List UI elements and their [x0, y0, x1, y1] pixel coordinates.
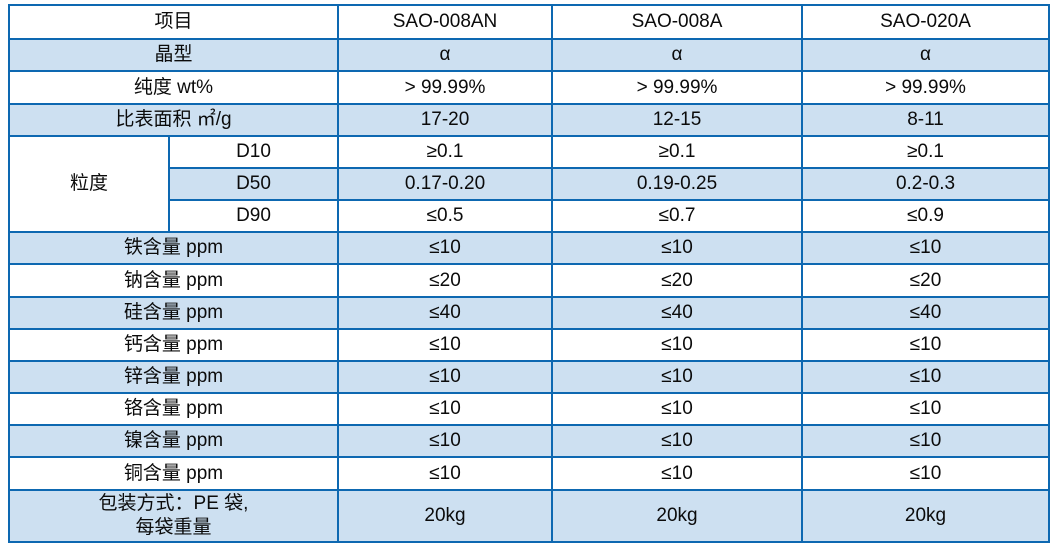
row-label: 比表面积 ㎡/g [7, 102, 340, 137]
cell-value: 12-15 [551, 102, 804, 137]
cell-value: ≤10 [337, 231, 554, 266]
cell-value: ≤10 [337, 392, 554, 427]
cell-value: ≤10 [551, 424, 804, 459]
cell-value: ≤10 [801, 231, 1051, 266]
cell-value: ≥0.1 [337, 134, 554, 169]
packaging-label-line2: 每袋重量 [135, 516, 212, 538]
cell-value: ≤10 [801, 327, 1051, 362]
cell-value: ≤10 [337, 424, 554, 459]
cell-value: ≤10 [551, 327, 804, 362]
header-product-sao-008a: SAO-008A [551, 3, 804, 41]
row-sublabel-d50: D50 [167, 166, 340, 202]
cell-value: α [801, 38, 1051, 73]
row-specific-surface-area: 比表面积 ㎡/g 17-20 12-15 8-11 [7, 102, 1051, 137]
cell-value: ≤10 [801, 392, 1051, 427]
row-sublabel-d90: D90 [167, 199, 340, 234]
cell-value: 17-20 [337, 102, 554, 137]
cell-value: α [337, 38, 554, 73]
row-particle-size-d10: 粒度 D10 ≥0.1 ≥0.1 ≥0.1 [8, 134, 1051, 234]
cell-value: ≤40 [337, 295, 554, 330]
cell-value: > 99.99% [337, 70, 554, 105]
row-zinc-content: 锌含量 ppm ≤10 ≤10 ≤10 [7, 359, 1051, 395]
cell-value: > 99.99% [551, 70, 804, 105]
header-item-label: 项目 [7, 3, 340, 41]
row-particle-size-d50: D50 0.17-0.20 0.19-0.25 0.2-0.3 [9, 166, 1051, 202]
cell-value: ≤0.7 [551, 199, 804, 234]
cell-value: ≤10 [551, 359, 804, 395]
cell-value: ≤10 [801, 424, 1051, 459]
row-label: 铜含量 ppm [7, 456, 340, 491]
cell-value: ≤10 [551, 392, 804, 427]
cell-value: 0.2-0.3 [801, 166, 1051, 202]
row-label: 铬含量 ppm [7, 392, 340, 427]
cell-value: ≤20 [551, 263, 804, 298]
cell-value: 20kg [801, 488, 1051, 544]
row-label: 铁含量 ppm [7, 231, 340, 266]
row-label: 锌含量 ppm [7, 359, 340, 395]
cell-value: ≤10 [337, 327, 554, 362]
row-sublabel-d10: D10 [167, 134, 340, 169]
packaging-label-line1: 包装方式：PE 袋, [98, 493, 249, 515]
cell-value: ≥0.1 [801, 134, 1051, 169]
product-spec-table: 项目 SAO-008AN SAO-008A SAO-020A 晶型 α α α … [7, 3, 1051, 544]
row-label: 晶型 [7, 38, 340, 73]
row-copper-content: 铜含量 ppm ≤10 ≤10 ≤10 [7, 456, 1051, 491]
cell-value: ≤40 [551, 295, 804, 330]
cell-value: ≤10 [551, 231, 804, 266]
header-product-sao-008an: SAO-008AN [337, 3, 554, 41]
cell-value: ≤0.5 [337, 199, 554, 234]
row-label: 镍含量 ppm [7, 424, 340, 459]
cell-value: ≤40 [801, 295, 1051, 330]
row-chromium-content: 铬含量 ppm ≤10 ≤10 ≤10 [7, 392, 1051, 427]
cell-value: > 99.99% [801, 70, 1051, 105]
cell-value: 8-11 [801, 102, 1051, 137]
row-calcium-content: 钙含量 ppm ≤10 ≤10 ≤10 [7, 327, 1051, 362]
row-label: 纯度 wt% [7, 70, 340, 105]
cell-value: ≤10 [337, 456, 554, 491]
cell-value: ≤0.9 [801, 199, 1051, 234]
row-packaging: 包装方式：PE 袋, 每袋重量 20kg 20kg 20kg [7, 488, 1051, 544]
cell-value: ≤10 [337, 359, 554, 395]
particle-size-merged-label: 粒度 [8, 134, 170, 234]
cell-value: α [551, 38, 804, 73]
row-label: 钙含量 ppm [7, 327, 340, 362]
cell-value: ≤10 [551, 456, 804, 491]
row-header: 项目 SAO-008AN SAO-008A SAO-020A [7, 3, 1051, 41]
cell-value: 0.19-0.25 [551, 166, 804, 202]
row-crystal-form: 晶型 α α α [7, 38, 1051, 73]
row-packaging-label: 包装方式：PE 袋, 每袋重量 [7, 488, 340, 544]
cell-value: ≥0.1 [551, 134, 804, 169]
row-label: 钠含量 ppm [7, 263, 340, 298]
cell-value: 20kg [337, 488, 554, 544]
cell-value: ≤20 [337, 263, 554, 298]
cell-value: ≤10 [801, 456, 1051, 491]
row-nickel-content: 镍含量 ppm ≤10 ≤10 ≤10 [7, 424, 1051, 459]
header-product-sao-020a: SAO-020A [801, 3, 1051, 41]
row-sodium-content: 钠含量 ppm ≤20 ≤20 ≤20 [7, 263, 1051, 298]
cell-value: 0.17-0.20 [337, 166, 554, 202]
cell-value: ≤20 [801, 263, 1051, 298]
row-label: 硅含量 ppm [7, 295, 340, 330]
row-purity: 纯度 wt% > 99.99% > 99.99% > 99.99% [7, 70, 1051, 105]
row-silicon-content: 硅含量 ppm ≤40 ≤40 ≤40 [7, 295, 1051, 330]
row-particle-size-d90: D90 ≤0.5 ≤0.7 ≤0.9 [9, 199, 1051, 234]
row-iron-content: 铁含量 ppm ≤10 ≤10 ≤10 [7, 231, 1051, 266]
cell-value: ≤10 [801, 359, 1051, 395]
cell-value: 20kg [551, 488, 804, 544]
